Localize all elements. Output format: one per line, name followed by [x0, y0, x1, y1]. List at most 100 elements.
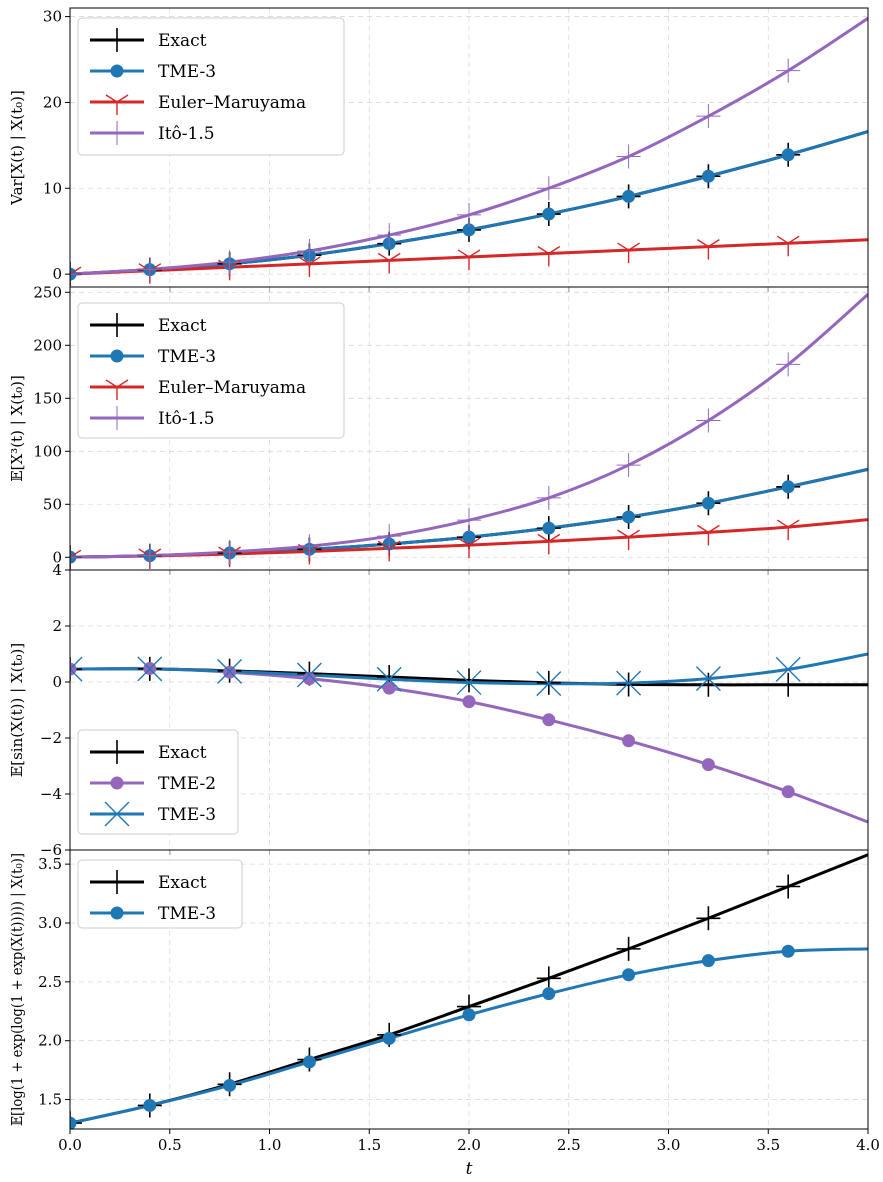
data-point-marker [377, 252, 401, 274]
data-point-marker [457, 537, 481, 559]
legend-marker [105, 121, 129, 145]
legend-label: Exact [158, 316, 207, 336]
data-point-marker [143, 1098, 157, 1112]
x-tick-label: 2.0 [457, 1136, 481, 1154]
data-point-marker [622, 734, 636, 748]
data-point-marker [696, 408, 721, 433]
data-point-marker [302, 1055, 316, 1069]
data-point-marker [616, 936, 641, 961]
legend-marker [110, 906, 124, 920]
series-group [70, 17, 868, 287]
y-tick-label: 250 [33, 283, 62, 301]
data-point-marker [622, 968, 636, 982]
y-tick-label: 4 [52, 561, 62, 579]
data-point-marker [70, 262, 82, 287]
legend-marker [105, 406, 129, 430]
y-tick-label: 3.0 [38, 914, 62, 932]
data-point-marker [462, 1008, 476, 1022]
data-point-marker [617, 529, 640, 551]
legend-label: Itô-1.5 [158, 409, 215, 429]
data-point-marker [70, 662, 77, 676]
x-tick-label: 3.5 [756, 1136, 780, 1154]
legend-marker [110, 64, 124, 78]
data-point-marker [296, 662, 322, 688]
data-point-marker [781, 480, 795, 494]
data-point-marker [616, 453, 641, 478]
legend-label: Exact [158, 743, 207, 763]
data-point-marker [697, 239, 720, 260]
y-tick-label: −6 [40, 841, 62, 859]
data-point-marker [537, 533, 561, 555]
data-point-marker [223, 1078, 237, 1092]
legend-label: TME-2 [158, 774, 216, 794]
legend-box [77, 302, 345, 439]
data-point-marker [776, 58, 801, 83]
data-point-marker [137, 257, 162, 282]
data-point-marker [217, 658, 243, 684]
legend-marker [105, 870, 129, 894]
series-group [70, 293, 868, 570]
x-axis-label: t [466, 1159, 473, 1179]
legend: Exact TME-2 TME-3 [77, 729, 239, 835]
y-tick-label: 0 [52, 673, 62, 691]
data-point-marker [701, 758, 715, 772]
x-tick-label: 3.0 [657, 1136, 681, 1154]
y-tick-label: 0 [52, 548, 62, 566]
legend: Exact TME-3 Euler–Maruyama Itô-1.5 [77, 302, 345, 439]
data-point-marker [781, 148, 795, 162]
y-tick-label: 0 [52, 265, 62, 283]
legend-marker [110, 349, 124, 363]
x-tick-label: 0.0 [58, 1136, 82, 1154]
legend-label: TME-3 [158, 347, 216, 367]
data-point-marker [457, 202, 481, 227]
y-tick-label: 20 [43, 93, 62, 111]
data-point-marker [542, 521, 556, 535]
data-point-marker [377, 540, 401, 562]
data-point-marker [70, 657, 82, 682]
data-point-marker [616, 144, 641, 169]
data-point-marker [622, 189, 636, 203]
legend: Exact TME-3 Euler–Maruyama Itô-1.5 [77, 17, 345, 156]
data-point-marker [695, 666, 721, 692]
y-tick-label: 1.5 [38, 1091, 62, 1109]
data-point-marker [70, 266, 82, 287]
y-tick-label: 200 [33, 336, 62, 354]
legend-label: TME-3 [158, 805, 216, 825]
y-tick-label: 10 [43, 179, 62, 197]
legend-label: Exact [158, 873, 207, 893]
y-tick-label: 100 [33, 442, 62, 460]
x-tick-label: 1.5 [357, 1136, 381, 1154]
legend-marker [105, 94, 129, 115]
legend-marker [104, 801, 130, 827]
legend-label: Exact [158, 31, 207, 51]
data-point-marker [776, 519, 800, 541]
y-tick-label: −4 [40, 785, 62, 803]
data-point-marker [137, 543, 162, 568]
data-point-marker [297, 534, 322, 559]
chart-panel-3: −6 −4 −2 0 2 4 𝔼[sin(X(t)) | X(t₀)] Exact TME-2 T… [8, 561, 869, 859]
legend: Exact TME-3 [77, 859, 243, 929]
data-point-marker [382, 681, 396, 695]
data-point-marker [542, 713, 556, 727]
data-point-marker [536, 176, 561, 201]
x-tick-label: 2.5 [557, 1136, 581, 1154]
y-tick-label: 30 [43, 8, 62, 26]
data-point-marker [297, 238, 322, 263]
data-point-marker [382, 1031, 396, 1045]
data-point-marker [696, 906, 721, 931]
data-point-marker [457, 508, 481, 533]
legend-marker [105, 379, 129, 400]
series-group [70, 853, 868, 1129]
series-group [70, 652, 868, 824]
x-tick-label: 1.0 [258, 1136, 282, 1154]
data-point-marker [536, 485, 561, 510]
data-point-marker [137, 656, 163, 682]
y-tick-label: 2 [52, 617, 62, 635]
data-point-marker [776, 235, 800, 257]
legend-label: TME-3 [158, 904, 216, 924]
data-point-marker [775, 656, 801, 682]
data-point-marker [70, 545, 82, 570]
x-tick-label: 4.0 [856, 1136, 880, 1154]
data-point-marker [701, 496, 715, 510]
